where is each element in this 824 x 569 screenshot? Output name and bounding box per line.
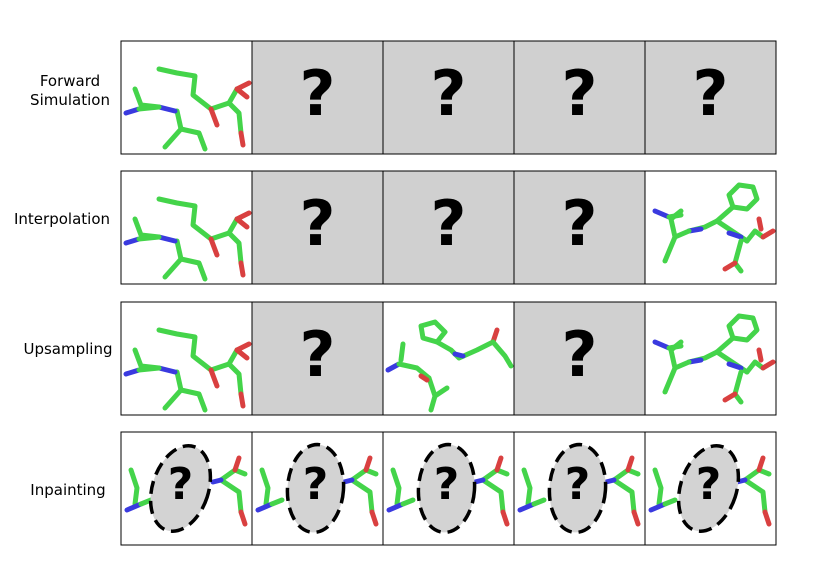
molecule-structure bbox=[652, 182, 776, 274]
grid-cell-structure bbox=[644, 301, 777, 416]
grid-cell-unknown: ? bbox=[251, 40, 384, 155]
question-mark: ? bbox=[562, 187, 598, 260]
inpainting-mask bbox=[416, 442, 477, 535]
inpainting-mask bbox=[148, 444, 213, 533]
cell-border bbox=[644, 40, 777, 155]
unknown-cell-fill bbox=[252, 302, 383, 415]
unknown-cell-fill bbox=[514, 41, 645, 154]
row-label-interpolation: Interpolation bbox=[4, 210, 120, 229]
grid-cell-structure bbox=[120, 301, 253, 416]
question-mark: ? bbox=[431, 57, 467, 130]
unknown-cell-fill bbox=[252, 171, 383, 284]
grid-cell-structure bbox=[120, 40, 253, 155]
question-mark: ? bbox=[696, 459, 722, 510]
cell-border bbox=[644, 301, 777, 416]
grid-cell-unknown: ? bbox=[644, 40, 777, 155]
unknown-cell-fill bbox=[645, 41, 776, 154]
unknown-cell-fill bbox=[252, 41, 383, 154]
unknown-cell-fill bbox=[514, 171, 645, 284]
question-mark: ? bbox=[693, 57, 729, 130]
row-label-line: Upsampling bbox=[23, 340, 113, 358]
question-mark: ? bbox=[562, 318, 598, 391]
inpainting-mask bbox=[547, 442, 608, 535]
grid-cell-masked: ? bbox=[644, 431, 777, 546]
unknown-cell-fill bbox=[383, 41, 514, 154]
inpainting-mask bbox=[285, 442, 346, 535]
grid-cell-unknown: ? bbox=[382, 170, 515, 285]
molecule-fragment bbox=[517, 455, 641, 527]
molecule-structure bbox=[652, 313, 776, 405]
grid-cell-unknown: ? bbox=[513, 40, 646, 155]
grid-cell-structure bbox=[382, 301, 515, 416]
row-label-inpainting: Inpainting bbox=[12, 481, 124, 500]
row-label-line: Simulation bbox=[30, 91, 110, 109]
cell-border bbox=[644, 431, 777, 546]
molecule-structure bbox=[385, 319, 514, 413]
question-mark: ? bbox=[300, 57, 336, 130]
unknown-cell-fill bbox=[514, 302, 645, 415]
inpainting-mask bbox=[676, 444, 741, 533]
grid-cell-masked: ? bbox=[513, 431, 646, 546]
grid-cell-masked: ? bbox=[251, 431, 384, 546]
question-mark: ? bbox=[303, 459, 329, 510]
row-label-line: Forward bbox=[39, 72, 101, 90]
grid-cell-unknown: ? bbox=[513, 170, 646, 285]
question-mark: ? bbox=[168, 459, 194, 510]
question-mark: ? bbox=[562, 57, 598, 130]
question-mark: ? bbox=[434, 459, 460, 510]
grid-cell-structure bbox=[644, 170, 777, 285]
unknown-cell-fill bbox=[383, 171, 514, 284]
cell-border bbox=[644, 170, 777, 285]
molecule-fragment bbox=[255, 455, 379, 527]
question-mark: ? bbox=[300, 187, 336, 260]
grid-cell-structure bbox=[120, 170, 253, 285]
grid-cell-unknown: ? bbox=[513, 301, 646, 416]
row-label-upsampling: Upsampling bbox=[12, 340, 124, 359]
molecule-structure bbox=[123, 196, 252, 282]
row-label-line: Interpolation bbox=[14, 210, 110, 228]
molecule-fragment bbox=[124, 455, 248, 527]
question-mark: ? bbox=[565, 459, 591, 510]
row-label-line: Inpainting bbox=[30, 481, 106, 499]
row-label-forward-simulation: Forward Simulation bbox=[14, 72, 126, 110]
grid-cell-unknown: ? bbox=[251, 301, 384, 416]
molecule-fragment bbox=[386, 455, 510, 527]
question-mark: ? bbox=[431, 187, 467, 260]
molecule-structure bbox=[123, 327, 252, 413]
molecule-structure bbox=[123, 66, 252, 152]
grid-cell-unknown: ? bbox=[382, 40, 515, 155]
grid-cell-unknown: ? bbox=[251, 170, 384, 285]
question-mark: ? bbox=[300, 318, 336, 391]
grid-cell-masked: ? bbox=[120, 431, 253, 546]
grid-cell-masked: ? bbox=[382, 431, 515, 546]
